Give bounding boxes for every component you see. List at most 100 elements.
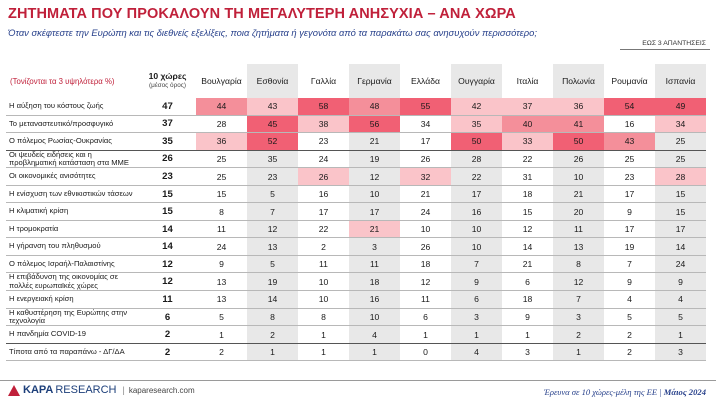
country-value: 35: [451, 115, 502, 133]
country-value: 24: [196, 237, 247, 256]
country-value: 38: [298, 115, 349, 133]
country-value: 3: [553, 308, 604, 327]
row-label: Η πανδημία COVID-19: [6, 325, 139, 344]
country-value: 9: [451, 272, 502, 292]
row-total: 23: [139, 167, 196, 186]
row-total: 35: [139, 132, 196, 151]
country-value: 15: [502, 202, 553, 221]
country-value: 28: [451, 150, 502, 169]
country-value: 24: [298, 150, 349, 169]
row-total: 12: [139, 272, 196, 292]
country-value: 13: [196, 290, 247, 309]
row-label: Το μεταναστευτικό/προσφυγικό: [6, 115, 139, 133]
country-value: 11: [553, 220, 604, 239]
table-row: Η καθυστέρηση της Ευρώπης στην τεχνολογί…: [6, 308, 706, 327]
country-value: 23: [604, 167, 655, 186]
table-row: Τίποτα από τα παραπάνω - ΔΓ/ΔΑ 2 2 1 1 1 0 4 3 1 2…: [6, 343, 706, 362]
country-value: 40: [502, 115, 553, 133]
country-value: 17: [451, 185, 502, 204]
country-value: 17: [400, 132, 451, 151]
country-value: 43: [604, 132, 655, 151]
country-value: 22: [298, 220, 349, 239]
country-value: 6: [400, 308, 451, 327]
country-value: 22: [451, 167, 502, 186]
country-value: 1: [196, 325, 247, 344]
country-value: 10: [349, 185, 400, 204]
country-header: Ουγγαρία: [451, 64, 502, 98]
concerns-table: (Τονίζονται τα 3 υψηλότερα %) 10 χώρες (μ…: [6, 64, 706, 362]
table-row: Η ενίσχυση των εθνικιστικών τάσεων 15 15 5 1…: [6, 185, 706, 204]
country-value: 21: [349, 132, 400, 151]
country-value: 37: [502, 98, 553, 116]
country-header: Ρουμανία: [611, 76, 648, 86]
country-value: 10: [349, 308, 400, 327]
country-header: Ιταλία: [516, 76, 539, 86]
country-value: 13: [553, 237, 604, 256]
country-value: 6: [451, 290, 502, 309]
table-row: Η κλιματική κρίση 15 8 7 17 17 24 16 15 20 9 15: [6, 202, 706, 221]
header-row: (Τονίζονται τα 3 υψηλότερα %) 10 χώρες (μ…: [6, 64, 706, 98]
country-value: 28: [655, 167, 706, 186]
country-value: 12: [349, 167, 400, 186]
country-value: 26: [400, 150, 451, 169]
row-label: Οι οικονομικές ανισότητες: [6, 167, 139, 186]
country-value: 25: [655, 132, 706, 151]
country-value: 4: [604, 290, 655, 309]
page-subtitle: Όταν σκέφτεστε την Ευρώπη και τις διεθνε…: [8, 27, 537, 38]
table-row: Η αύξηση του κόστους ζωής 47 44 43 58 48 55 42 3…: [6, 98, 706, 116]
country-value: 17: [604, 185, 655, 204]
country-value: 56: [349, 115, 400, 133]
country-value: 14: [502, 237, 553, 256]
country-value: 2: [196, 343, 247, 362]
country-value: 11: [349, 255, 400, 274]
table-row: Ο πόλεμος Ρωσίας-Ουκρανίας 35 36 52 23 21 17 50…: [6, 132, 706, 151]
row-label: Η τρομοκρατία: [6, 220, 139, 239]
country-value: 31: [502, 167, 553, 186]
country-value: 17: [655, 220, 706, 239]
table-row: Ο πόλεμος Ισραήλ-Παλαιστίνης 12 9 5 11 11 18 7 2…: [6, 255, 706, 274]
country-value: 1: [400, 325, 451, 344]
country-value: 42: [451, 98, 502, 116]
table-row: Η επιβάδυνση της οικονομίας σε πολλές ευ…: [6, 272, 706, 292]
country-value: 22: [502, 150, 553, 169]
country-value: 36: [196, 132, 247, 151]
country-value: 25: [196, 150, 247, 169]
row-total: 6: [139, 308, 196, 327]
country-value: 1: [298, 343, 349, 362]
country-value: 2: [553, 325, 604, 344]
country-value: 7: [553, 290, 604, 309]
country-header: Πολωνία: [553, 64, 604, 98]
country-value: 26: [298, 167, 349, 186]
country-value: 15: [655, 185, 706, 204]
table-row: Οι οικονομικές ανισότητες 23 25 23 26 12 32 22 3…: [6, 167, 706, 186]
country-value: 14: [247, 290, 298, 309]
row-total: 26: [139, 150, 196, 169]
country-value: 26: [553, 150, 604, 169]
brand-light: RESEARCH: [55, 384, 117, 396]
country-value: 2: [247, 325, 298, 344]
country-value: 10: [451, 220, 502, 239]
row-total: 14: [139, 220, 196, 239]
country-value: 3: [349, 237, 400, 256]
kapa-research-logo: KAPA RESEARCH | kaparesearch.com: [8, 384, 195, 396]
row-label: Η γήρανση του πληθυσμού: [6, 237, 139, 256]
country-value: 11: [298, 255, 349, 274]
country-value: 55: [400, 98, 451, 116]
row-label: Η αύξηση του κόστους ζωής: [6, 98, 139, 116]
table-body: Η αύξηση του κόστους ζωής 47 44 43 58 48 55 42 3…: [6, 98, 706, 362]
country-value: 3: [502, 343, 553, 362]
total-header-label: 10 χώρες: [148, 71, 187, 81]
country-value: 14: [655, 237, 706, 256]
row-total: 14: [139, 237, 196, 256]
row-total: 12: [139, 255, 196, 274]
country-value: 36: [553, 98, 604, 116]
country-value: 25: [196, 167, 247, 186]
country-value: 50: [451, 132, 502, 151]
country-value: 16: [298, 185, 349, 204]
website-link[interactable]: kaparesearch.com: [128, 385, 195, 395]
row-label: Η επιβάδυνση της οικονομίας σε πολλές ευ…: [6, 273, 139, 292]
country-value: 10: [451, 237, 502, 256]
table-row: Η πανδημία COVID-19 2 1 2 1 4 1 1 1 2 2 1: [6, 325, 706, 344]
country-value: 21: [553, 185, 604, 204]
country-value: 18: [349, 272, 400, 292]
